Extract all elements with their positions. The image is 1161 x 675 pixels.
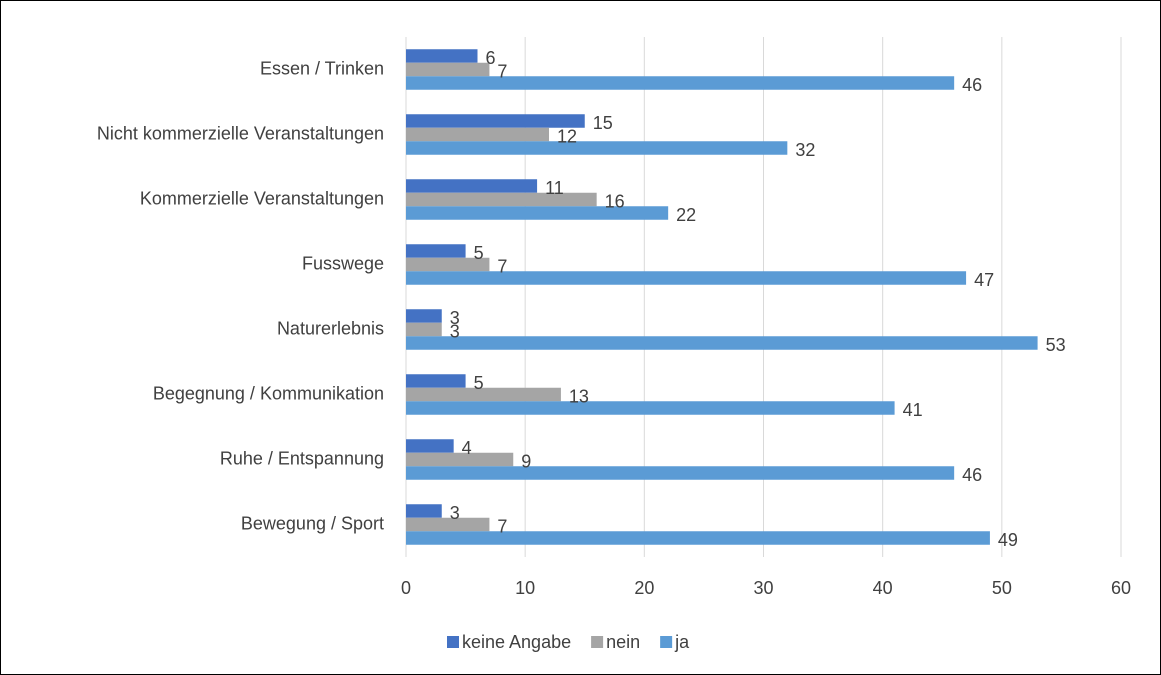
x-tick-label: 30: [753, 578, 773, 598]
bar: [406, 62, 490, 77]
data-label: 3: [450, 321, 460, 341]
legend-label: ja: [674, 632, 690, 652]
bar: [406, 517, 490, 532]
x-tick-label: 0: [401, 578, 411, 598]
data-label: 12: [557, 126, 577, 146]
legend-swatch: [591, 636, 604, 648]
data-label: 7: [497, 256, 507, 276]
data-label: 13: [569, 386, 589, 406]
y-tick-label: Begegnung / Kommunikation: [153, 383, 384, 403]
x-tick-label: 20: [634, 578, 654, 598]
bar: [406, 244, 466, 258]
legend: keine Angabe nein ja: [447, 632, 690, 652]
data-label: 4: [462, 438, 472, 458]
bar: [406, 439, 454, 453]
x-tick-label: 50: [992, 578, 1012, 598]
bar: [406, 401, 895, 415]
y-tick-label: Bewegung / Sport: [241, 513, 384, 533]
bar: [406, 179, 538, 193]
bar: [406, 531, 990, 545]
data-label: 5: [474, 373, 484, 393]
bar: [406, 336, 1038, 350]
bar: [406, 76, 955, 90]
bar: [406, 271, 967, 285]
x-tick-label: 40: [873, 578, 893, 598]
y-tick-label: Naturerlebnis: [277, 318, 384, 338]
data-label: 9: [521, 451, 531, 471]
bar: [406, 387, 561, 402]
data-label: 46: [962, 75, 982, 95]
bar: [406, 206, 669, 220]
data-label: 41: [903, 400, 923, 420]
bar: [406, 49, 478, 63]
y-tick-label: Essen / Trinken: [260, 58, 384, 78]
data-label: 3: [450, 503, 460, 523]
bar: [406, 466, 955, 480]
legend-swatch: [660, 636, 673, 648]
x-tick-label: 60: [1111, 578, 1131, 598]
data-label: 6: [486, 48, 496, 68]
data-label: 46: [962, 465, 982, 485]
bar: [406, 504, 442, 518]
bar: [406, 257, 490, 272]
data-label: 7: [497, 61, 507, 81]
bar: [406, 309, 442, 323]
bar: [406, 127, 549, 142]
y-tick-label: Ruhe / Entspannung: [220, 448, 384, 468]
data-label: 32: [795, 140, 815, 160]
data-label: 11: [545, 178, 564, 198]
bar: [406, 452, 514, 467]
y-tick-label: Kommerzielle Veranstaltungen: [140, 188, 384, 208]
bar: [406, 374, 466, 388]
x-tick-label: 10: [515, 578, 535, 598]
data-label: 16: [605, 191, 625, 211]
bar: [406, 322, 442, 337]
data-label: 5: [474, 243, 484, 263]
y-tick-label: Fusswege: [302, 253, 384, 273]
data-label: 15: [593, 113, 613, 133]
y-tick-label: Nicht kommerzielle Veranstaltungen: [97, 123, 384, 143]
data-label: 22: [676, 205, 696, 225]
bar: [406, 114, 585, 128]
legend-label: nein: [606, 632, 640, 652]
bars: [406, 49, 1038, 545]
data-label: 47: [974, 270, 994, 290]
data-label: 49: [998, 530, 1018, 550]
data-label: 3: [450, 308, 460, 328]
bar: [406, 192, 597, 207]
bar: [406, 141, 788, 155]
data-label: 7: [497, 516, 507, 536]
legend-swatch: [447, 636, 459, 648]
data-label: 53: [1046, 335, 1066, 355]
legend-label: keine Angabe: [462, 632, 571, 652]
